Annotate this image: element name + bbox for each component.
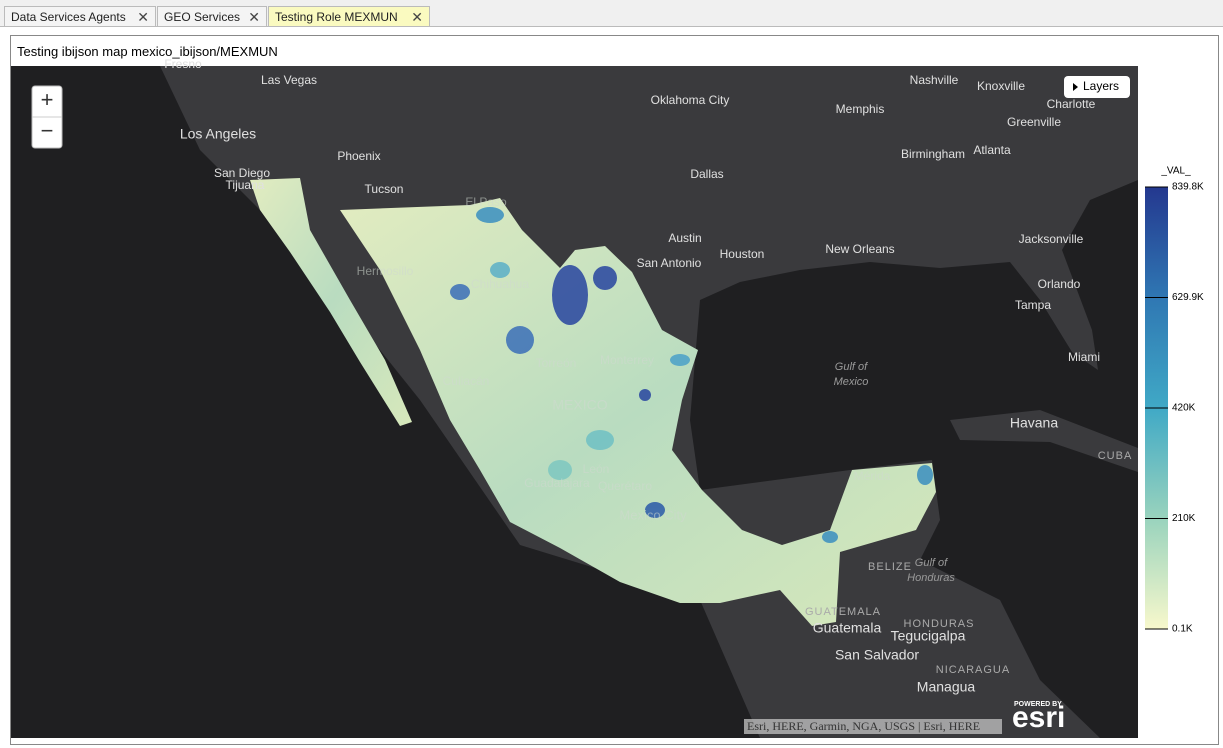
map-label: Gulf of	[915, 557, 948, 569]
zoom-in[interactable]: +	[41, 87, 54, 112]
map-label: Mexico City	[619, 507, 687, 522]
map-label: Jacksonville	[1019, 232, 1084, 246]
layers-button[interactable]: Layers	[1064, 76, 1130, 98]
map-label: Houston	[720, 247, 765, 261]
legend: _VAL_ 839.8K 629.9K 420K 210K 0.1K	[1145, 166, 1204, 635]
close-icon[interactable]: ✕	[248, 9, 260, 25]
map-label: Dallas	[690, 167, 723, 181]
map-label: BELIZE	[868, 561, 912, 573]
legend-tick-label: 420K	[1172, 403, 1196, 414]
close-icon[interactable]: ✕	[137, 9, 149, 25]
map-label: Guadalajara	[524, 476, 590, 490]
attribution: Esri, HERE, Garmin, NGA, USGS | Esri, HE…	[747, 719, 980, 733]
tab-active[interactable]: Testing Role MEXMUN ✕	[268, 6, 430, 26]
map-label: León	[583, 462, 610, 476]
mexico-mainland	[340, 198, 936, 626]
logo-brand: esri	[1012, 701, 1065, 734]
tab[interactable]: GEO Services ✕	[157, 6, 267, 26]
cuba	[950, 410, 1138, 472]
map-label: Orlando	[1038, 277, 1081, 291]
zoom-control: + −	[31, 85, 63, 149]
legend-tick-label: 839.8K	[1172, 182, 1204, 193]
map-label: Mérida	[854, 469, 891, 483]
map-label: Atlanta	[973, 143, 1011, 157]
map-label: Greenville	[1007, 115, 1061, 129]
map-label: Memphis	[836, 102, 885, 116]
map-label: Tampa	[1015, 298, 1051, 312]
map-label: Culiacán	[443, 374, 490, 388]
map-label: Fresno	[164, 57, 202, 71]
map-label: Querétaro	[598, 479, 652, 493]
map-label: Gulf of	[835, 361, 868, 373]
mexico-baja	[250, 178, 412, 426]
map-label: Austin	[668, 231, 701, 245]
map-label: Managua	[917, 679, 976, 695]
map-label: San Diego	[214, 166, 270, 180]
tab-bar: Data Services Agents ✕ GEO Services ✕ Test…	[0, 0, 1223, 27]
layers-label[interactable]: Layers	[1083, 79, 1119, 93]
attribution-bg	[744, 719, 1002, 734]
map-label: Havana	[1010, 415, 1058, 431]
map-label: Tucson	[365, 182, 404, 196]
map-label: Oklahoma City	[651, 93, 730, 107]
map-label: Birmingham	[901, 147, 965, 161]
layers-box[interactable]	[1064, 76, 1130, 98]
map-label: Las Vegas	[261, 73, 317, 87]
basemap	[11, 66, 1138, 738]
layers-arrow	[1073, 83, 1078, 91]
map-label: Phoenix	[337, 149, 380, 163]
map-label: Tijuana	[226, 178, 265, 192]
zoom-out[interactable]: −	[41, 118, 54, 143]
map-label: Charlotte	[1047, 97, 1096, 111]
map-label: El Paso	[465, 195, 507, 209]
map-label: Chihuahua	[471, 277, 529, 291]
map-label: Los Angeles	[180, 126, 256, 142]
map-label: MEXICO	[552, 397, 607, 413]
map-label: GUATEMALA	[805, 606, 881, 618]
map-label: HONDURAS	[904, 618, 975, 630]
map-label: Honduras	[907, 572, 955, 584]
map-label: Knoxville	[977, 79, 1025, 93]
tab[interactable]: Data Services Agents ✕	[4, 6, 156, 26]
map-label: San Salvador	[835, 647, 919, 663]
legend-title: _VAL_	[1160, 166, 1191, 177]
tab-label: Data Services Agents	[11, 10, 126, 24]
map-label: Guatemala	[813, 620, 882, 636]
legend-tick-label: 629.9K	[1172, 292, 1204, 303]
tab-label: GEO Services	[164, 10, 241, 24]
close-icon[interactable]: ✕	[411, 9, 423, 25]
map-label: New Orleans	[825, 242, 894, 256]
panel-title: Testing ibijson map mexico_ibijson/MEXMU…	[17, 44, 278, 59]
legend-tick-label: 0.1K	[1172, 624, 1193, 635]
panel: Testing ibijson map mexico_ibijson/MEXMU…	[10, 35, 1219, 745]
choropleth-highlights	[450, 207, 933, 543]
map-label: NICARAGUA	[936, 664, 1010, 676]
map-label: Hermosillo	[357, 264, 414, 278]
map-label: CUBA	[1098, 450, 1133, 462]
map-label: Mexico	[834, 376, 869, 388]
map-label: Torreón	[536, 356, 577, 370]
logo-tagline: POWERED BY	[1014, 701, 1062, 708]
map-label: Miami	[1068, 350, 1100, 364]
map-label: Nashville	[910, 73, 959, 87]
tab-label: Testing Role MEXMUN	[275, 10, 398, 24]
map-label: Tegucigalpa	[891, 628, 966, 644]
map-label: Monterrey	[600, 353, 654, 367]
legend-tick-label: 210K	[1172, 513, 1196, 524]
map-label: San Antonio	[637, 256, 702, 270]
